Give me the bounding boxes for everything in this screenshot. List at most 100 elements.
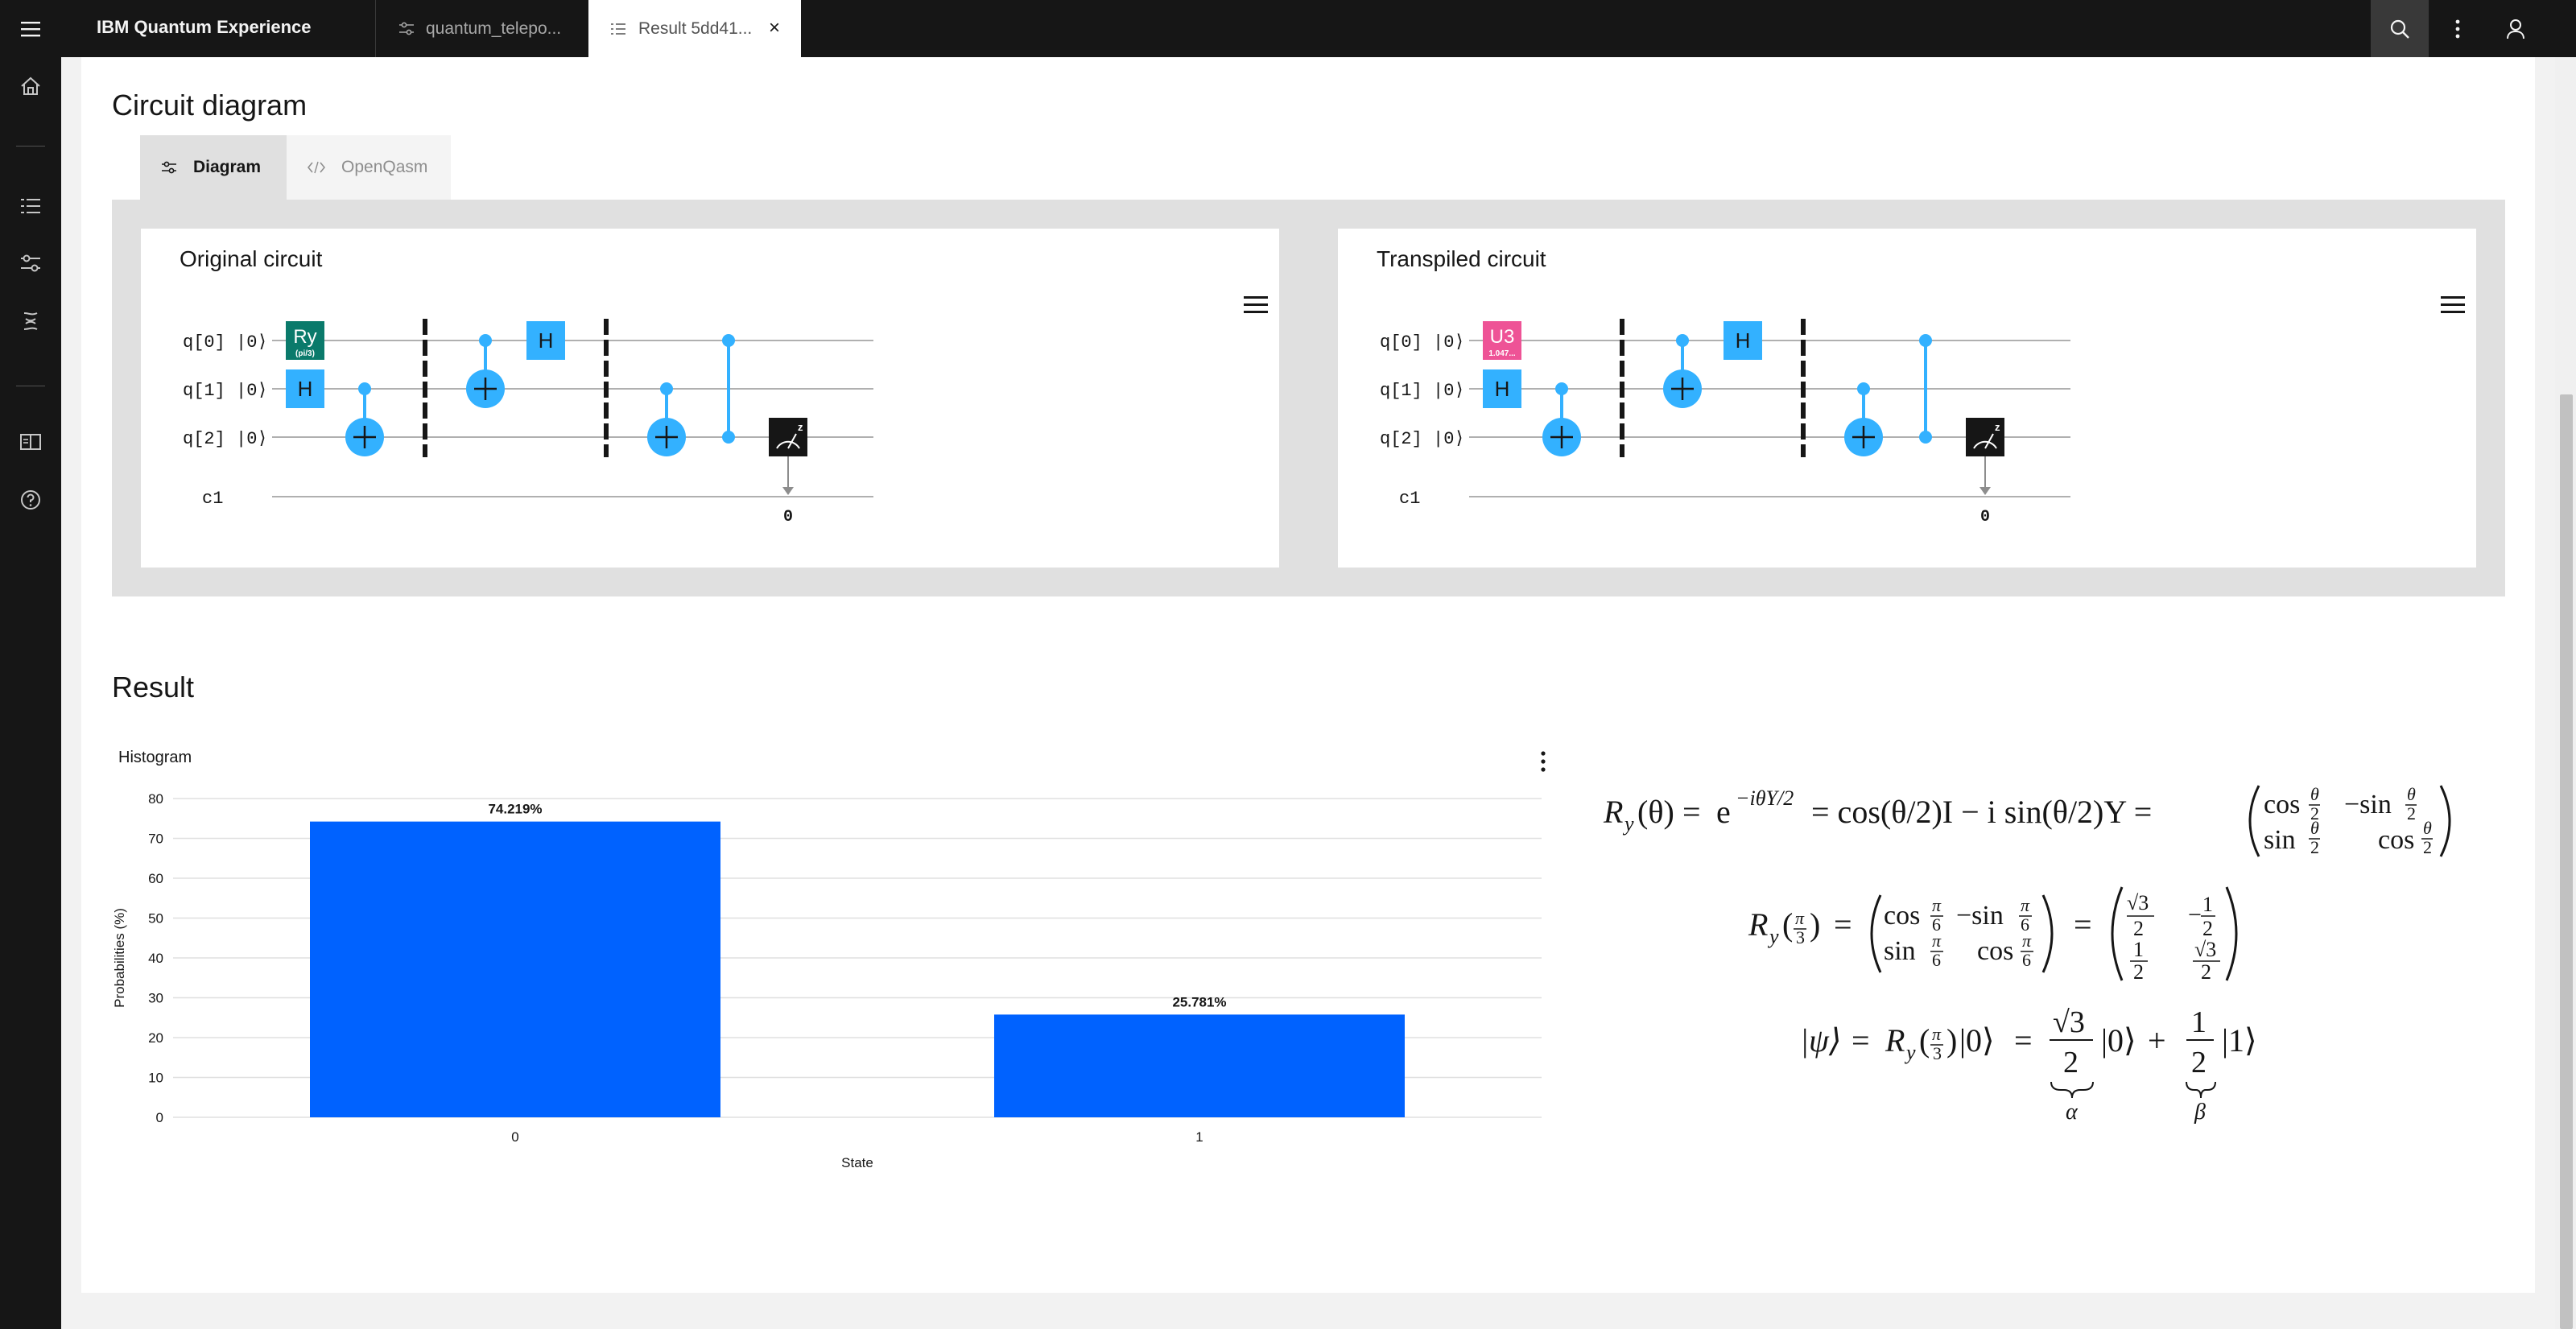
measure-meter-arc xyxy=(1973,440,1997,449)
measure-basis-label: z xyxy=(1995,421,2000,433)
svg-text:2: 2 xyxy=(2133,917,2144,940)
tab-diagram-label: Diagram xyxy=(193,158,262,176)
eq1-m11: cos xyxy=(2264,790,2300,819)
y-tick-label: 60 xyxy=(148,871,163,886)
cnot-control xyxy=(1857,382,1870,395)
circuit-diagram-panel: Original circuit q[0] |0⟩ q[1] |0⟩ q[2] |0⟩ c1… xyxy=(112,200,2505,596)
eq1-equals: = xyxy=(1682,794,1701,830)
eq1-sub: y xyxy=(1622,812,1634,836)
user-profile-button[interactable] xyxy=(2487,0,2545,57)
search-button[interactable] xyxy=(2371,0,2429,57)
eq1-m21: sin xyxy=(2264,825,2296,855)
scrollbar-thumb[interactable] xyxy=(2560,394,2573,1329)
result-title: Result xyxy=(112,671,195,704)
nav-circuit-composer[interactable] xyxy=(0,239,61,287)
eq2-pi: π xyxy=(1795,908,1805,928)
transpiled-circuit-title: Transpiled circuit xyxy=(1377,246,1546,271)
eq3-ket0: |0⟩ xyxy=(1959,1022,1995,1059)
eq1-theta: θ xyxy=(2423,818,2432,838)
cnot-control xyxy=(660,382,673,395)
tab-result[interactable]: Result 5dd41... × xyxy=(588,0,801,57)
y-tick-label: 20 xyxy=(148,1030,163,1046)
qubit-label: q[2] xyxy=(183,429,225,449)
svg-text:6: 6 xyxy=(2021,914,2029,935)
y-tick-label: 80 xyxy=(148,791,163,807)
transpiled-circuit-card: Transpiled circuit q[0] |0⟩ q[1] |0⟩ q[2] |0⟩… xyxy=(1338,229,2476,568)
nav-results[interactable] xyxy=(0,182,61,230)
eq2-cos: cos xyxy=(1884,901,1920,931)
measure-arrow xyxy=(782,487,794,495)
chart-menu-icon[interactable] xyxy=(2441,295,2465,316)
svg-text:1: 1 xyxy=(2133,938,2144,961)
hadamard-gate-label: H xyxy=(1495,377,1510,401)
tab-openqasm[interactable]: OpenQasm xyxy=(287,135,451,200)
transpiled-circuit-diagram: q[0] |0⟩ q[1] |0⟩ q[2] |0⟩ c1 U31.047... H Hz 0 xyxy=(1380,319,2070,526)
first-gate-label: U3 xyxy=(1490,326,1515,348)
eq2-sub: y xyxy=(1767,925,1779,948)
svg-text:): ) xyxy=(1810,906,1820,943)
histogram-options-icon[interactable] xyxy=(1531,749,1555,778)
nav-docs[interactable] xyxy=(0,418,61,466)
qubit-label: q[1] xyxy=(1380,381,1422,401)
svg-text:): ) xyxy=(1946,1022,1957,1059)
main-menu-button[interactable] xyxy=(0,0,60,57)
tab-diagram[interactable]: Diagram xyxy=(140,135,287,200)
eq1-two: 2 xyxy=(2310,837,2319,857)
classical-register-label: c1 xyxy=(202,489,223,509)
cz-control xyxy=(722,431,735,444)
chart-menu-icon[interactable] xyxy=(1244,295,1268,316)
y-tick-label: 30 xyxy=(148,991,163,1006)
hadamard-gate-box xyxy=(526,321,565,360)
hamburger-icon xyxy=(20,21,40,36)
svg-text:π: π xyxy=(1932,931,1942,951)
eq3-ket1: |1⟩ xyxy=(2222,1022,2257,1059)
eq3-beta: β xyxy=(2194,1100,2206,1125)
svg-text:R: R xyxy=(1885,1022,1905,1059)
eq1-two: 2 xyxy=(2423,837,2432,857)
svg-text:π: π xyxy=(2022,931,2032,951)
svg-text:π: π xyxy=(1932,1024,1942,1044)
x-tick-label: 1 xyxy=(1195,1129,1203,1145)
svg-text:2: 2 xyxy=(2201,960,2211,984)
search-icon xyxy=(2390,19,2409,39)
first-gate-box xyxy=(1483,321,1521,360)
first-gate-label: Ry xyxy=(293,326,316,348)
histogram-title: Histogram xyxy=(118,749,192,766)
eq2-neg-sin: −sin xyxy=(1956,901,2004,931)
nav-qiskit-notebooks[interactable] xyxy=(0,297,61,345)
svg-text:6: 6 xyxy=(2022,950,2031,970)
svg-text:1: 1 xyxy=(2191,1005,2207,1039)
top-header: IBM Quantum Experience quantum_telepo...… xyxy=(0,0,2576,57)
rail-divider xyxy=(16,146,45,147)
hadamard-gate-label: H xyxy=(539,328,554,353)
nav-help[interactable] xyxy=(0,476,61,524)
app-name[interactable]: IBM Quantum Experience xyxy=(97,17,312,37)
svg-text:1: 1 xyxy=(2202,893,2213,916)
svg-text:=: = xyxy=(1852,1022,1870,1059)
nav-home[interactable] xyxy=(0,62,61,110)
initial-state-label: |0⟩ xyxy=(236,332,268,353)
first-gate-param: 1.047... xyxy=(1488,349,1516,358)
hadamard-gate-box xyxy=(286,369,324,408)
circuit-diagram-title: Circuit diagram xyxy=(112,89,308,122)
tab-quantum-teleportation[interactable]: quantum_telepo... xyxy=(375,0,588,57)
close-tab-icon[interactable]: × xyxy=(768,17,780,39)
svg-text:π: π xyxy=(1932,895,1942,915)
first-gate-box xyxy=(286,321,324,360)
measure-meter-arc xyxy=(776,440,800,449)
eq3-alpha: α xyxy=(2066,1100,2079,1125)
svg-text:6: 6 xyxy=(1932,914,1941,935)
eq1-two: 2 xyxy=(2310,803,2319,823)
initial-state-label: |0⟩ xyxy=(1433,332,1465,353)
cz-control xyxy=(1919,431,1932,444)
eq1-arg: (θ) xyxy=(1637,794,1674,830)
original-circuit-card: Original circuit q[0] |0⟩ q[1] |0⟩ q[2] |0⟩ c1… xyxy=(141,229,1279,568)
measure-gate xyxy=(769,418,807,456)
hadamard-gate-box xyxy=(1724,321,1762,360)
eq1-theta: θ xyxy=(2310,818,2319,838)
cz-control xyxy=(722,334,735,347)
more-options-button[interactable] xyxy=(2429,0,2487,57)
eq1-two: 2 xyxy=(2407,803,2416,823)
y-tick-label: 10 xyxy=(148,1071,163,1086)
